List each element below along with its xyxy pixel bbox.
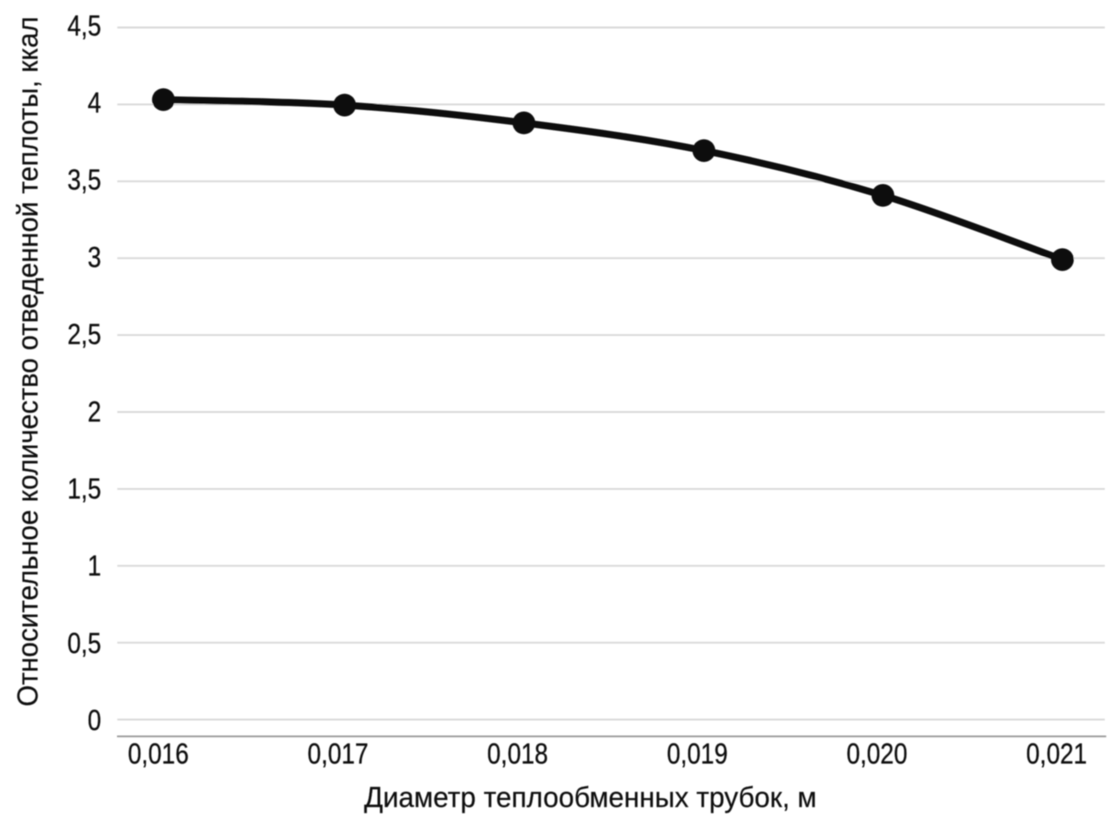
svg-text:Относительное количество отвед: Относительное количество отведенной тепл… <box>11 17 44 707</box>
svg-text:4,5: 4,5 <box>67 9 101 41</box>
svg-text:2,5: 2,5 <box>67 318 101 350</box>
svg-text:0,017: 0,017 <box>308 738 369 770</box>
svg-text:0,018: 0,018 <box>487 738 548 770</box>
svg-text:1: 1 <box>88 550 102 582</box>
svg-text:0,021: 0,021 <box>1026 738 1087 770</box>
svg-text:3,5: 3,5 <box>67 164 101 196</box>
svg-text:0,020: 0,020 <box>846 738 907 770</box>
svg-text:0,5: 0,5 <box>67 627 101 659</box>
svg-text:1,5: 1,5 <box>67 473 101 505</box>
svg-text:0,019: 0,019 <box>667 738 728 770</box>
svg-text:Диаметр теплообменных трубок,: Диаметр теплообменных трубок, м <box>364 781 817 814</box>
svg-text:4: 4 <box>88 87 102 119</box>
svg-text:3: 3 <box>88 241 102 273</box>
svg-text:2: 2 <box>88 395 102 427</box>
svg-text:0,016: 0,016 <box>128 738 189 770</box>
svg-text:0: 0 <box>88 704 102 736</box>
